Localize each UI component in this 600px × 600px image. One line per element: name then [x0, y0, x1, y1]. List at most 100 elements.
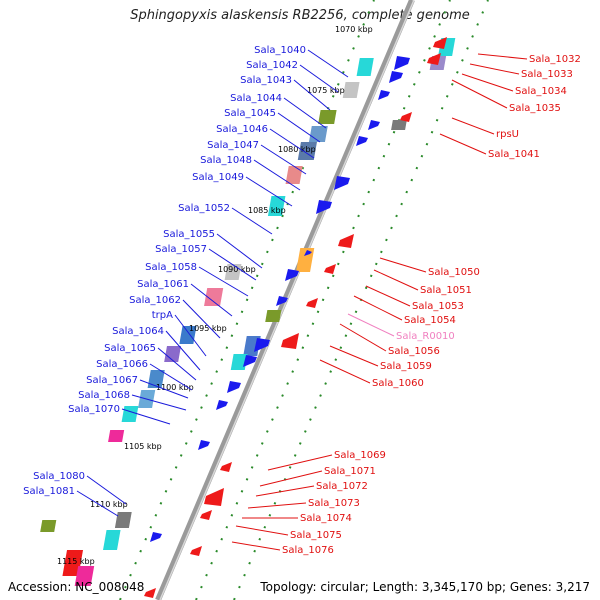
gene-arrow-glyph[interactable]	[394, 56, 410, 70]
gene-label-sala-1053[interactable]: Sala_1053	[412, 301, 464, 312]
gene-label-sala-1045[interactable]: Sala_1045	[224, 108, 276, 119]
gene-label-sala-1032[interactable]: Sala_1032	[529, 54, 581, 65]
gene-label-sala-1034[interactable]: Sala_1034	[515, 86, 567, 97]
gene-arrow-glyph[interactable]	[285, 269, 299, 281]
gene-label-sala-1066[interactable]: Sala_1066	[96, 359, 148, 370]
gene-feature-box[interactable]	[74, 566, 95, 586]
gene-feature-box[interactable]	[285, 166, 303, 184]
gene-feature-box[interactable]	[318, 110, 337, 124]
gene-arrow-glyph[interactable]	[368, 120, 380, 130]
gene-label-sala-1074[interactable]: Sala_1074	[300, 513, 352, 524]
gene-arrow-glyph[interactable]	[281, 333, 299, 349]
gene-arrow-glyph[interactable]	[254, 338, 270, 352]
gene-label-sala-1070[interactable]: Sala_1070	[68, 404, 120, 415]
gene-label-sala-1041[interactable]: Sala_1041	[488, 149, 540, 160]
gene-label-sala-1064[interactable]: Sala_1064	[112, 326, 164, 337]
gene-label-sala-1072[interactable]: Sala_1072	[316, 481, 368, 492]
gene-arrow-glyph[interactable]	[220, 462, 232, 472]
gene-arrow-glyph[interactable]	[144, 588, 156, 598]
gene-label-sala-1055[interactable]: Sala_1055	[163, 229, 215, 240]
gene-feature-box[interactable]	[40, 520, 57, 532]
gene-arrow-glyph[interactable]	[304, 250, 312, 256]
gene-arrow-glyph[interactable]	[427, 53, 441, 65]
gene-feature-box[interactable]	[108, 430, 125, 442]
gene-feature-box[interactable]	[121, 406, 139, 422]
gene-arrow-glyph[interactable]	[227, 381, 241, 393]
gene-label-sala-1049[interactable]: Sala_1049	[192, 172, 244, 183]
gene-arrow-glyph[interactable]	[316, 200, 332, 214]
gene-label-sala-1051[interactable]: Sala_1051	[420, 285, 472, 296]
gene-label-sala-1033[interactable]: Sala_1033	[521, 69, 573, 80]
gene-label-sala-r0010[interactable]: Sala_R0010	[396, 331, 455, 342]
gene-feature-box[interactable]	[296, 248, 315, 272]
gene-label-sala-1046[interactable]: Sala_1046	[216, 124, 268, 135]
gene-arrow-glyph[interactable]	[400, 112, 412, 122]
gene-feature-box[interactable]	[265, 310, 282, 322]
leader-line-sala-1045	[277, 112, 321, 143]
gene-label-sala-1068[interactable]: Sala_1068	[78, 390, 130, 401]
gene-label-sala-1047[interactable]: Sala_1047	[207, 140, 259, 151]
tick-label-1085-kbp: 1085 kbp	[248, 206, 286, 215]
gene-feature-box[interactable]	[179, 326, 197, 344]
gene-label-sala-1050[interactable]: Sala_1050	[428, 267, 480, 278]
gene-label-sala-1043[interactable]: Sala_1043	[240, 75, 292, 86]
gene-label-sala-1054[interactable]: Sala_1054	[404, 315, 456, 326]
gene-label-sala-1057[interactable]: Sala_1057	[155, 244, 207, 255]
gene-label-trpa[interactable]: trpA	[152, 310, 173, 321]
gene-arrow-glyph[interactable]	[204, 488, 224, 506]
gene-arrow-glyph[interactable]	[150, 532, 162, 542]
gene-label-sala-1058[interactable]: Sala_1058	[145, 262, 197, 273]
gene-label-sala-1042[interactable]: Sala_1042	[246, 60, 298, 71]
gene-arrow-glyph[interactable]	[190, 546, 202, 556]
gene-label-sala-1062[interactable]: Sala_1062	[129, 295, 181, 306]
gene-label-sala-1080[interactable]: Sala_1080	[33, 471, 85, 482]
gene-label-rpsu[interactable]: rpsU	[496, 129, 519, 140]
gene-label-sala-1060[interactable]: Sala_1060	[372, 378, 424, 389]
gene-feature-box[interactable]	[204, 288, 224, 306]
tick-label-1070-kbp: 1070 kbp	[335, 25, 373, 34]
gene-label-sala-1048[interactable]: Sala_1048	[200, 155, 252, 166]
gene-label-sala-1052[interactable]: Sala_1052	[178, 203, 230, 214]
gene-arrow-glyph[interactable]	[200, 510, 212, 520]
gene-label-sala-1075[interactable]: Sala_1075	[290, 530, 342, 541]
gene-label-sala-1073[interactable]: Sala_1073	[308, 498, 360, 509]
gene-feature-box[interactable]	[103, 530, 121, 550]
gene-label-sala-1061[interactable]: Sala_1061	[137, 279, 189, 290]
gene-feature-box[interactable]	[147, 370, 165, 388]
gene-feature-box[interactable]	[356, 58, 374, 76]
gene-arrow-glyph[interactable]	[276, 296, 288, 306]
gene-label-sala-1071[interactable]: Sala_1071	[324, 466, 376, 477]
gene-arrow-glyph[interactable]	[216, 400, 228, 410]
gene-arrow-glyph[interactable]	[324, 264, 336, 274]
gene-arrow-glyph[interactable]	[306, 298, 318, 308]
leader-line-sala-1046	[269, 128, 315, 159]
gene-arrow-glyph[interactable]	[356, 136, 368, 146]
gene-feature-box[interactable]	[308, 126, 328, 142]
gene-label-sala-1069[interactable]: Sala_1069	[334, 450, 386, 461]
gene-arrow-glyph[interactable]	[243, 355, 257, 367]
gene-feature-box[interactable]	[297, 142, 317, 160]
gene-label-sala-1067[interactable]: Sala_1067	[86, 375, 138, 386]
gene-arrow-glyph[interactable]	[433, 37, 447, 49]
gene-arrow-glyph[interactable]	[338, 234, 354, 248]
gene-label-sala-1044[interactable]: Sala_1044	[230, 93, 282, 104]
gene-label-sala-1040[interactable]: Sala_1040	[254, 45, 306, 56]
gene-feature-box[interactable]	[267, 196, 286, 216]
gene-arrow-glyph[interactable]	[378, 90, 390, 100]
gene-label-sala-1076[interactable]: Sala_1076	[282, 545, 334, 556]
leader-line-sala-1048	[253, 159, 301, 191]
gene-arrow-glyph[interactable]	[198, 440, 210, 450]
gene-arrow-glyph[interactable]	[334, 176, 350, 190]
gene-feature-box[interactable]	[391, 120, 407, 130]
gene-label-sala-1035[interactable]: Sala_1035	[509, 103, 561, 114]
gene-feature-box[interactable]	[164, 346, 181, 362]
leader-line-sala-1062	[182, 299, 221, 339]
gene-label-sala-1065[interactable]: Sala_1065	[104, 343, 156, 354]
tick-label-1080-kbp: 1080 kbp	[278, 145, 316, 154]
gene-arrow-glyph[interactable]	[389, 71, 403, 83]
gene-label-sala-1056[interactable]: Sala_1056	[388, 346, 440, 357]
gene-label-sala-1081[interactable]: Sala_1081	[23, 486, 75, 497]
gene-label-sala-1059[interactable]: Sala_1059	[380, 361, 432, 372]
gene-feature-box[interactable]	[342, 82, 360, 98]
gene-feature-box[interactable]	[114, 512, 132, 528]
